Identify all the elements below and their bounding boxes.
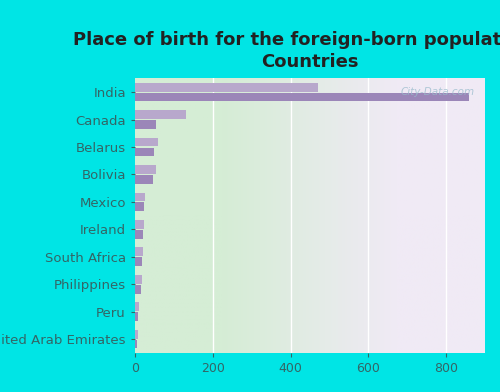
Text: City-Data.com: City-Data.com [400,87,474,97]
Bar [135,312,138,321]
Bar [135,285,141,294]
Bar [135,165,156,174]
Bar [135,192,144,201]
Bar [135,83,318,92]
Bar [135,247,143,256]
Bar [135,339,138,348]
Bar [135,257,142,266]
Title: Place of birth for the foreign-born population -
Countries: Place of birth for the foreign-born popu… [74,31,500,71]
Bar [135,302,139,311]
Bar [135,330,138,339]
Bar [135,202,143,211]
Bar [135,220,143,229]
Bar [135,110,186,119]
Bar [135,93,469,102]
Bar [135,120,156,129]
Bar [135,275,142,284]
Bar [135,147,154,156]
Bar [135,138,158,147]
Bar [135,175,152,184]
Bar [135,230,143,239]
